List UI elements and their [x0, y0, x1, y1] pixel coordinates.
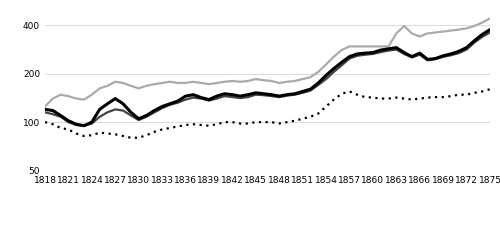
- South of Old Town: [416, 35, 422, 38]
- North of Old Town: [424, 59, 430, 62]
- Old Town: [81, 124, 87, 127]
- South of Old Town: [42, 105, 48, 108]
- North of Old Town: [346, 57, 352, 60]
- CPI: [152, 130, 158, 133]
- Line: Old Town: Old Town: [45, 30, 490, 126]
- Old Town: [346, 55, 352, 58]
- Old Town: [378, 49, 384, 51]
- Old Town: [42, 108, 48, 111]
- CPI: [424, 96, 430, 99]
- CPI: [42, 121, 48, 123]
- North of Old Town: [159, 107, 165, 110]
- CPI: [472, 91, 478, 94]
- South of Old Town: [472, 25, 478, 27]
- North of Old Town: [472, 41, 478, 44]
- CPI: [128, 136, 134, 139]
- North of Old Town: [378, 51, 384, 54]
- North of Old Town: [81, 124, 87, 127]
- North of Old Town: [42, 111, 48, 114]
- Old Town: [487, 28, 493, 31]
- Line: South of Old Town: South of Old Town: [45, 18, 490, 106]
- Old Town: [472, 39, 478, 42]
- CPI: [378, 97, 384, 100]
- South of Old Town: [338, 49, 344, 51]
- South of Old Town: [152, 83, 158, 86]
- CPI: [159, 128, 165, 131]
- South of Old Town: [487, 17, 493, 20]
- Old Town: [159, 105, 165, 108]
- Line: CPI: CPI: [45, 89, 490, 138]
- CPI: [487, 88, 493, 91]
- South of Old Town: [370, 45, 376, 48]
- North of Old Town: [487, 31, 493, 34]
- North of Old Town: [152, 111, 158, 114]
- Old Town: [152, 109, 158, 112]
- South of Old Town: [144, 84, 150, 87]
- Line: North of Old Town: North of Old Town: [45, 32, 490, 126]
- Old Town: [424, 58, 430, 61]
- CPI: [346, 90, 352, 93]
